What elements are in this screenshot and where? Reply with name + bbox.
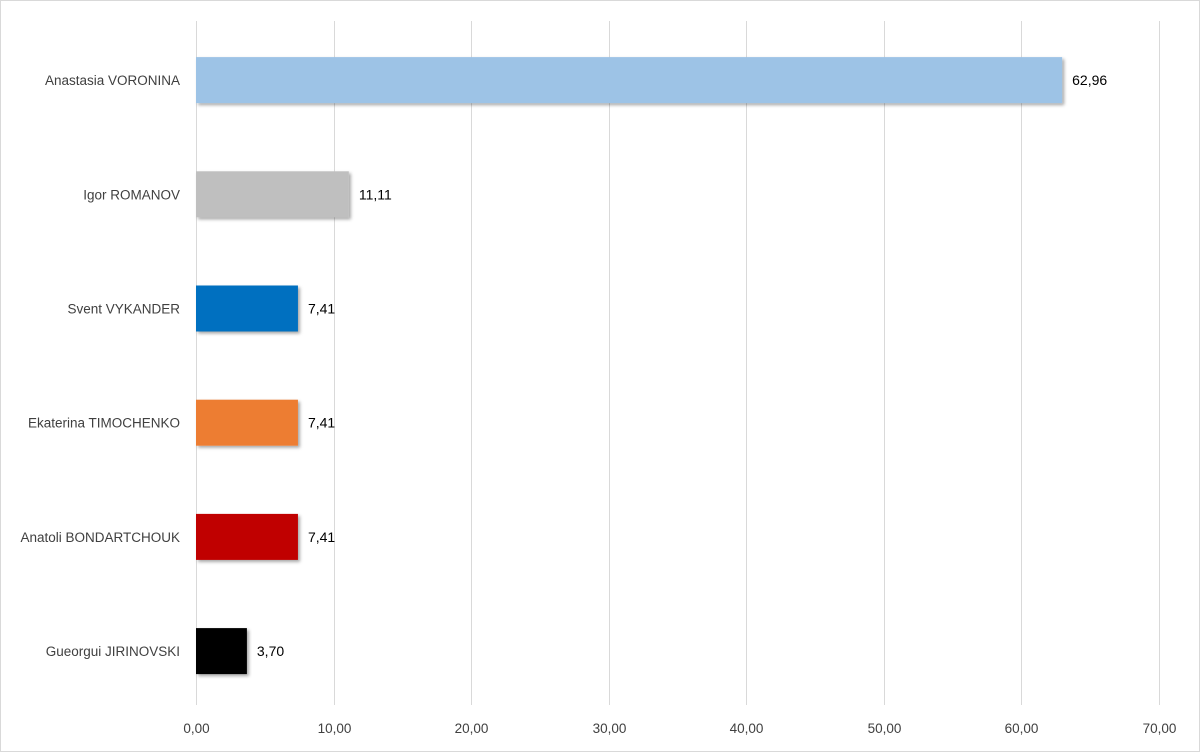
category-axis: Anastasia VORONINA Igor ROMANOV Svent VYKA… bbox=[20, 73, 180, 659]
bars bbox=[196, 57, 1063, 675]
bar bbox=[196, 57, 1063, 104]
category-label: Igor ROMANOV bbox=[83, 187, 180, 202]
value-axis: 0,00 10,00 20,00 30,00 40,00 50,00 60,00 70,00 bbox=[183, 721, 1176, 736]
x-tick-label: 60,00 bbox=[1005, 721, 1039, 736]
x-tick-label: 20,00 bbox=[455, 721, 489, 736]
x-tick-label: 40,00 bbox=[730, 721, 764, 736]
bar bbox=[196, 628, 247, 675]
category-label: Anatoli BONDARTCHOUK bbox=[20, 530, 180, 545]
data-labels: 62,96 11,11 7,41 7,41 7,41 3,70 bbox=[257, 72, 1107, 659]
bar bbox=[196, 513, 298, 560]
category-label: Anastasia VORONINA bbox=[45, 73, 180, 88]
data-label: 3,70 bbox=[257, 643, 284, 659]
x-tick-label: 70,00 bbox=[1143, 721, 1177, 736]
category-label: Gueorgui JIRINOVSKI bbox=[46, 644, 180, 659]
bar bbox=[196, 171, 349, 218]
x-tick-label: 50,00 bbox=[868, 721, 902, 736]
gridlines bbox=[196, 21, 1160, 705]
x-tick-label: 30,00 bbox=[593, 721, 627, 736]
data-label: 7,41 bbox=[308, 301, 335, 317]
bar bbox=[196, 285, 298, 332]
data-label: 7,41 bbox=[308, 415, 335, 431]
data-label: 7,41 bbox=[308, 529, 335, 545]
category-label: Ekaterina TIMOCHENKO bbox=[28, 416, 180, 431]
x-tick-label: 0,00 bbox=[183, 721, 209, 736]
bar bbox=[196, 399, 298, 446]
data-label: 11,11 bbox=[359, 186, 392, 202]
data-label: 62,96 bbox=[1072, 72, 1107, 88]
category-label: Svent VYKANDER bbox=[67, 302, 180, 317]
x-tick-label: 10,00 bbox=[318, 721, 352, 736]
